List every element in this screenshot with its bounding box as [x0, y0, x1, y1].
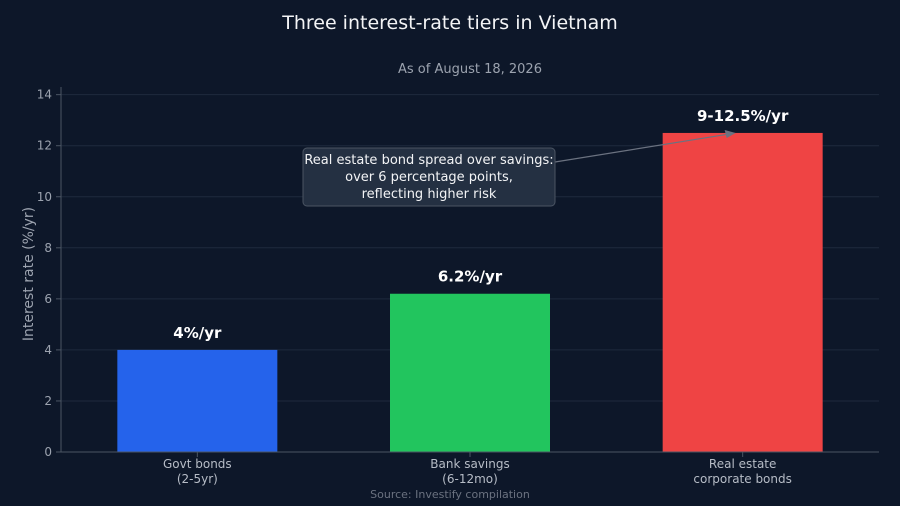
axes: 0 2 4 6 8 10 12 14 Govt bonds(2-5yr) Bank savings… — [37, 87, 879, 486]
x-tick-label: Bank savings — [430, 457, 509, 471]
x-tick-label: Govt bonds — [163, 457, 232, 471]
annotation-box — [302, 147, 556, 207]
bars: 4%/yr 6.2%/yr 9-12.5%/yr — [117, 107, 823, 452]
chart-title: Three interest-rate tiers in Vietnam — [281, 12, 618, 34]
x-tick-label: (2-5yr) — [177, 472, 218, 486]
y-tick-label: 8 — [44, 241, 52, 255]
bar — [662, 132, 823, 452]
data-label: 9-12.5%/yr — [697, 107, 789, 125]
y-tick-label: 6 — [44, 292, 52, 306]
y-tick-label: 12 — [37, 139, 52, 153]
annotation-arrow-line — [554, 133, 730, 163]
data-label: 4%/yr — [173, 324, 222, 342]
x-tick-label: Real estate — [709, 457, 776, 471]
bar — [390, 293, 550, 452]
y-tick-label: 14 — [37, 88, 52, 102]
source-note: Source: Investify compilation — [370, 488, 530, 501]
y-tick-label: 10 — [37, 190, 52, 204]
annotation-arrowhead — [724, 129, 736, 138]
annotation-text: reflecting higher risk — [362, 187, 497, 202]
chart-subtitle: As of August 18, 2026 — [398, 62, 542, 77]
x-tick-label: (6-12mo) — [442, 472, 498, 486]
y-tick-label: 4 — [44, 343, 52, 357]
annotation: Real estate bond spread over savings: ove… — [302, 129, 736, 207]
x-tick-label: corporate bonds — [693, 472, 791, 486]
y-axis-label: Interest rate (%/yr) — [21, 207, 37, 341]
y-tick-label: 2 — [44, 394, 52, 408]
y-tick-label: 0 — [44, 445, 52, 459]
data-label: 6.2%/yr — [438, 268, 503, 286]
annotation-text: over 6 percentage points, — [345, 170, 513, 185]
bar — [117, 349, 278, 452]
annotation-text: Real estate bond spread over savings: — [304, 153, 553, 168]
